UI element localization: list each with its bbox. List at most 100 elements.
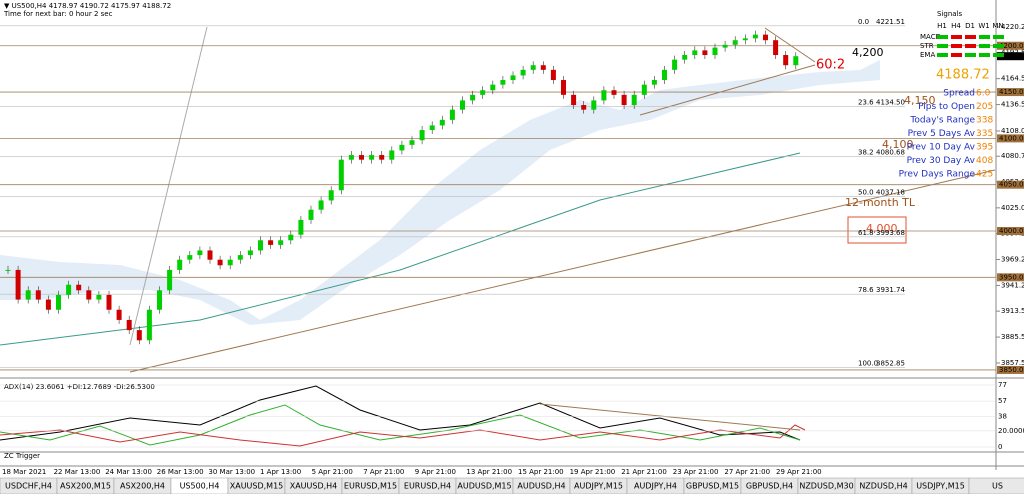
fib-price: 4221.51 xyxy=(876,18,905,26)
fib-price: 4080.68 xyxy=(876,148,905,156)
candle xyxy=(409,140,415,145)
candle xyxy=(237,255,243,260)
price-tick-label: 3913.50 xyxy=(1001,307,1024,315)
level-label: 3950.00 xyxy=(999,273,1024,281)
candle xyxy=(348,155,354,160)
date-label: 13 Apr 21:00 xyxy=(466,468,512,476)
fib-ratio: 50.0 xyxy=(858,189,874,197)
info-value: 408 xyxy=(976,156,993,166)
price-tick-label: 3857.50 xyxy=(1001,359,1024,367)
candle xyxy=(742,38,748,41)
tab-label[interactable]: ASX200,M15 xyxy=(60,482,111,491)
candle xyxy=(197,250,203,256)
tab-label[interactable]: ASX200,H4 xyxy=(120,482,165,491)
candle xyxy=(793,56,799,66)
tab-label[interactable]: XAUUSD,M15 xyxy=(230,482,284,491)
signal-cell xyxy=(993,44,1004,48)
fib-price: 3852.85 xyxy=(876,359,905,367)
candle xyxy=(258,240,263,251)
adx-tick-label: 77 xyxy=(998,381,1007,389)
candle xyxy=(157,290,162,310)
signal-cell xyxy=(979,53,990,57)
signal-cell xyxy=(937,44,948,48)
signal-column: MN xyxy=(992,22,1003,30)
candle xyxy=(66,284,72,295)
price-tick-label: 4080.75 xyxy=(1001,152,1024,160)
tab-label[interactable]: EURUSD,H4 xyxy=(404,482,451,491)
level-tag xyxy=(997,365,1024,374)
tab-label[interactable]: AUDJPY,M15 xyxy=(574,482,623,491)
fib-ratio: 23.6 xyxy=(858,98,874,106)
tab-label[interactable]: EURUSD,M15 xyxy=(344,482,397,491)
tab-label[interactable]: US500,H4 xyxy=(180,482,220,491)
signal-cell xyxy=(951,53,962,57)
price-tick-label: 3969.25 xyxy=(1001,255,1024,263)
ichimoku-cloud xyxy=(0,60,880,325)
candle xyxy=(500,80,506,85)
annotation: 60:2 xyxy=(816,58,845,73)
candle xyxy=(621,94,627,106)
level-label: 4000.00 xyxy=(999,227,1024,235)
tab-label[interactable]: USDJPY,M15 xyxy=(916,482,965,491)
candle xyxy=(45,299,51,310)
date-label: 1 Apr 13:00 xyxy=(260,468,301,476)
price-tick-label: 4220.25 xyxy=(1001,23,1024,31)
tab-label[interactable]: NZDUSD,M30 xyxy=(799,482,853,491)
info-value: 205 xyxy=(976,102,993,112)
candle xyxy=(338,159,344,191)
date-label: 26 Mar 13:00 xyxy=(157,468,204,476)
date-label: 30 Mar 13:00 xyxy=(208,468,255,476)
fib-price: 4037.18 xyxy=(876,189,905,197)
candle xyxy=(399,144,405,151)
price-tick-label: 4108.00 xyxy=(1001,127,1024,135)
annotation: 4,000 xyxy=(866,222,898,235)
candle xyxy=(732,40,738,45)
annotation-box xyxy=(847,216,907,244)
signal-row: MACD xyxy=(920,33,941,41)
annotation: 12-month TL xyxy=(845,196,916,209)
candle xyxy=(651,80,657,85)
candle xyxy=(268,240,274,245)
tab-label[interactable]: AUDUSD,M15 xyxy=(457,482,511,491)
signal-row: EMA xyxy=(920,51,935,59)
signal-column: H4 xyxy=(951,22,961,30)
level-tag xyxy=(997,41,1024,50)
bar-timer: Time for next bar: 0 hour 2 sec xyxy=(3,10,113,18)
info-label: Prev Days Range xyxy=(899,170,976,180)
tab-label[interactable]: USDCHF,H4 xyxy=(5,482,52,491)
candle xyxy=(611,90,617,95)
candle xyxy=(490,84,496,91)
candle xyxy=(5,269,11,271)
date-label: 23 Apr 21:00 xyxy=(673,468,719,476)
level-label: 3850.00 xyxy=(999,366,1024,374)
candle xyxy=(429,125,435,131)
candle xyxy=(550,69,556,81)
tab-label[interactable]: US xyxy=(992,482,1003,491)
candle xyxy=(510,75,516,81)
candle xyxy=(561,80,566,95)
tab-label[interactable]: AUDJPY,H4 xyxy=(634,482,677,491)
level-tag xyxy=(997,227,1024,236)
tab-label[interactable]: XAUUSD,H4 xyxy=(290,482,338,491)
candle xyxy=(773,40,779,56)
candle xyxy=(470,94,476,101)
tab-label[interactable]: NZDUSD,H4 xyxy=(859,482,907,491)
candle xyxy=(379,155,385,160)
tab-label[interactable]: GBPUSD,H4 xyxy=(746,482,793,491)
candle xyxy=(662,69,667,81)
fib-ratio: 0.0 xyxy=(858,18,869,26)
indicator-header: ADX(14) 23.6061 +DI:12.7689 -DI:26.5300 xyxy=(4,383,155,391)
info-label: Prev 5 Days Av xyxy=(908,129,976,139)
date-label: 21 Apr 21:00 xyxy=(621,468,667,476)
candle xyxy=(460,100,465,110)
date-label: 27 Apr 21:00 xyxy=(724,468,770,476)
candle xyxy=(763,34,768,41)
signal-cell xyxy=(965,44,976,48)
tab-label[interactable]: GBPUSD,M15 xyxy=(686,482,739,491)
fib-price: 3931.74 xyxy=(876,286,905,294)
candle xyxy=(298,219,304,235)
tab-label[interactable]: AUDUSD,H4 xyxy=(517,482,565,491)
annotation: 4,200 xyxy=(852,46,884,59)
candle xyxy=(601,90,607,101)
